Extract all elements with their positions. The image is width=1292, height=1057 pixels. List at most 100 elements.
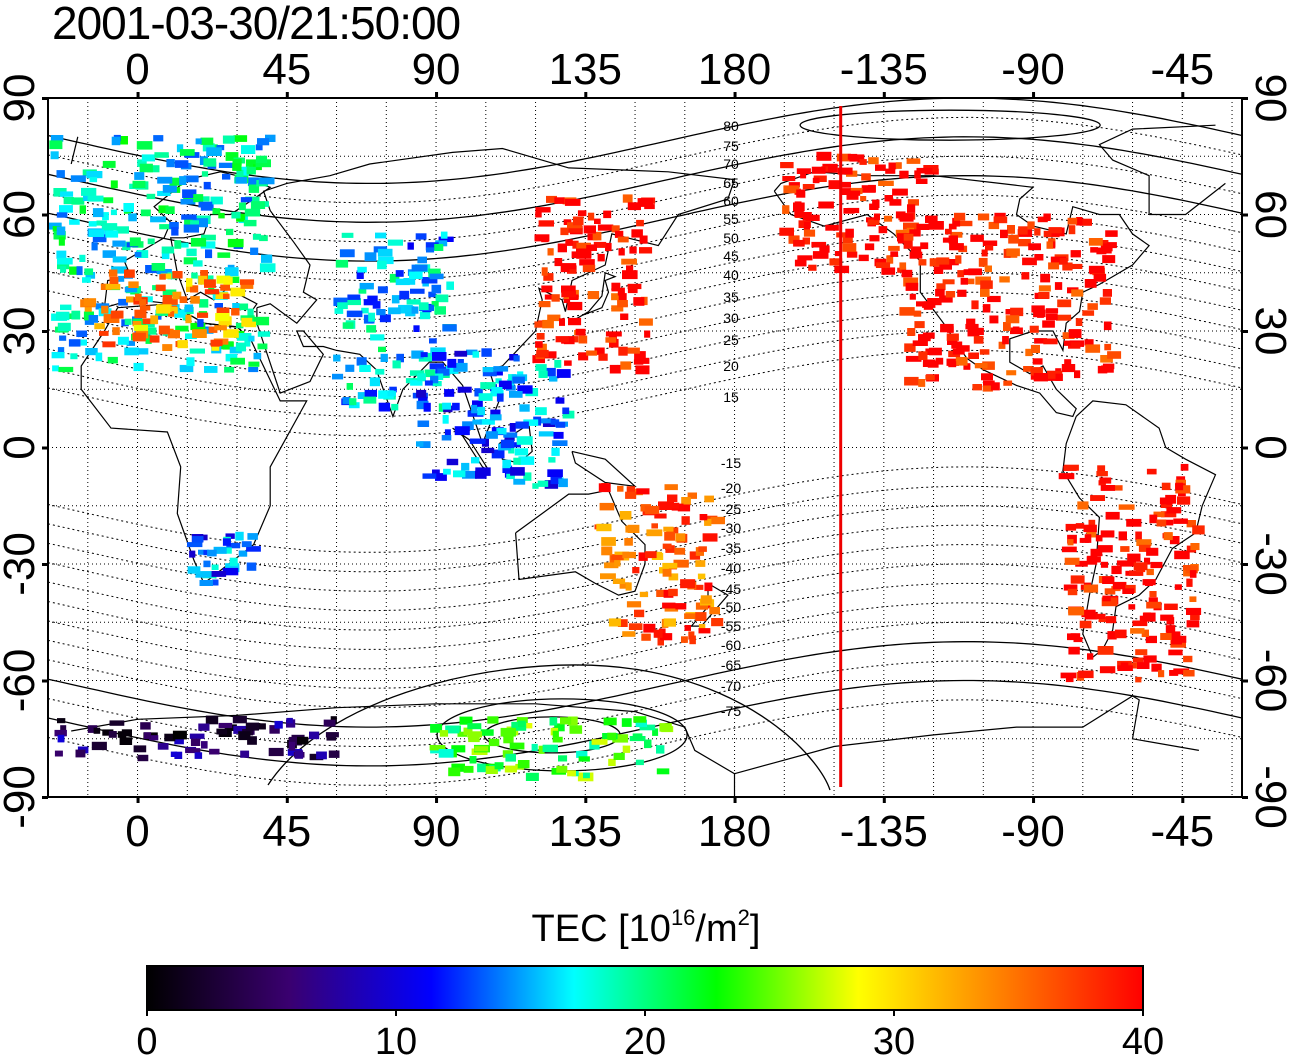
colorbar-tick-label: 30	[873, 1021, 915, 1057]
tec-cell	[265, 134, 276, 142]
tec-cell	[1099, 297, 1111, 305]
tec-cell	[316, 751, 327, 760]
tec-cell	[576, 750, 588, 758]
tec-cell	[517, 385, 533, 394]
tec-cell	[843, 208, 855, 214]
tec-cell	[920, 242, 929, 250]
tec-cell	[1102, 289, 1112, 297]
tec-cell	[711, 618, 724, 627]
tec-cell	[215, 292, 229, 299]
tec-cell	[535, 364, 547, 371]
tec-cell	[788, 182, 800, 188]
tec-cell	[333, 297, 348, 307]
tec-cell	[1071, 289, 1084, 297]
tec-cell	[246, 546, 261, 552]
tec-cell	[174, 240, 182, 249]
tec-cell	[137, 159, 147, 167]
tec-cell	[635, 759, 644, 766]
tec-cell	[965, 323, 979, 330]
tec-cell	[836, 232, 851, 238]
tec-cell	[210, 196, 223, 205]
tec-cell	[906, 158, 921, 164]
x-tick	[584, 92, 588, 98]
y-tick	[42, 563, 48, 566]
tec-cell	[545, 367, 556, 377]
tec-cell	[512, 376, 525, 384]
tec-cell	[171, 227, 179, 236]
tec-cell	[1061, 546, 1077, 553]
tec-cell	[225, 353, 238, 362]
tec-cell	[238, 731, 251, 741]
tec-cell	[423, 402, 431, 412]
tec-cell	[547, 469, 563, 477]
tec-cell	[480, 382, 496, 390]
tec-cell	[552, 730, 559, 738]
tec-cell	[836, 153, 851, 162]
tec-cell	[1117, 665, 1133, 671]
tec-cell	[1085, 344, 1101, 353]
contour-label: -35	[721, 540, 741, 556]
tec-cell	[448, 767, 461, 777]
tec-cell	[639, 591, 649, 598]
tec-cell	[1135, 676, 1142, 683]
tec-cell	[190, 296, 200, 304]
x-tick	[1032, 797, 1036, 803]
tec-cell	[1165, 625, 1176, 633]
tec-cell	[626, 601, 642, 608]
tec-cell	[868, 157, 879, 165]
tec-cell	[69, 266, 82, 275]
tec-cell	[709, 607, 720, 615]
tec-cell	[430, 375, 439, 384]
tec-cell	[60, 304, 72, 311]
tec-cell	[532, 483, 539, 489]
tec-cell	[134, 309, 147, 319]
y-tick	[1242, 213, 1248, 217]
tec-cell	[702, 533, 718, 542]
tec-cell	[193, 194, 204, 203]
tec-cell	[469, 438, 486, 444]
tec-cell	[248, 184, 260, 193]
tec-cell	[564, 198, 581, 206]
tec-cell	[222, 135, 235, 144]
tec-cell	[488, 738, 500, 747]
tec-cell	[435, 473, 447, 481]
x-tick-label-top: -45	[1151, 45, 1215, 94]
tec-cell	[407, 242, 414, 250]
tec-cell	[214, 303, 223, 309]
tec-cell	[212, 208, 221, 215]
tec-cell	[57, 718, 66, 724]
tec-cell	[156, 305, 171, 314]
tec-cell	[140, 722, 151, 730]
tec-cell	[451, 745, 466, 753]
tec-cell	[150, 216, 166, 223]
tec-cell	[101, 305, 109, 314]
tec-cell	[587, 212, 595, 221]
tec-cell	[57, 322, 71, 332]
tec-cell	[1063, 340, 1071, 346]
tec-cell	[899, 307, 915, 316]
tec-cell	[174, 737, 184, 745]
y-tick-label-right: 90	[1246, 74, 1292, 123]
tec-cell	[410, 380, 423, 386]
tec-cell	[496, 427, 507, 435]
tec-cell	[83, 298, 97, 307]
tec-cell	[928, 347, 942, 356]
tec-cell	[52, 226, 61, 232]
tec-cell	[1122, 588, 1135, 594]
tec-cell	[1090, 548, 1103, 557]
tec-cell	[1105, 230, 1118, 237]
tec-cell	[567, 770, 576, 777]
tec-cell	[915, 178, 928, 184]
tec-cell	[646, 529, 663, 537]
contour-label: -25	[721, 501, 741, 517]
tec-cell	[157, 743, 169, 750]
tec-cell	[1173, 518, 1188, 524]
tec-cell	[102, 160, 116, 168]
tec-cell	[614, 230, 624, 238]
tec-cell	[1146, 547, 1159, 556]
x-tick	[285, 797, 289, 803]
tec-cell	[243, 219, 257, 227]
tec-cell	[162, 295, 173, 304]
tec-cell	[1075, 523, 1085, 529]
tec-cell	[973, 335, 984, 344]
